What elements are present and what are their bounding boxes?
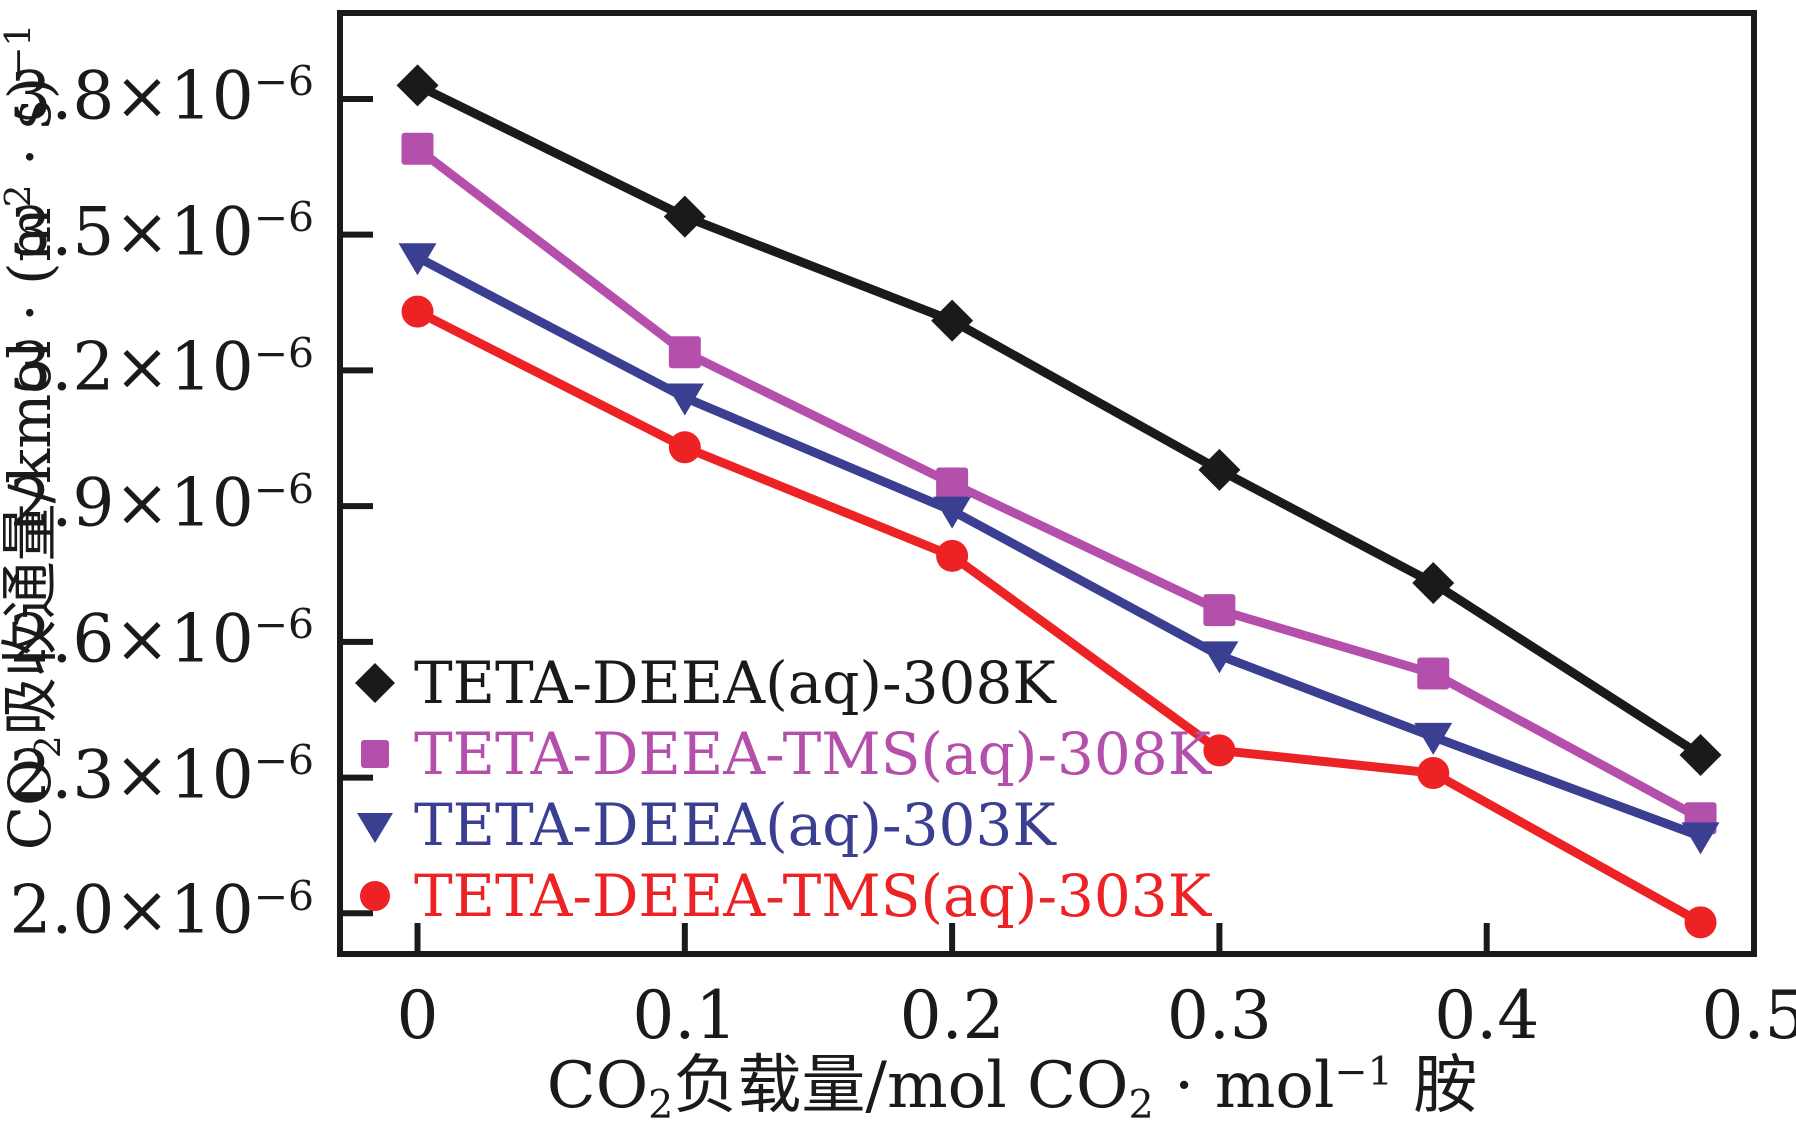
legend-label: TETA-DEEA-TMS(aq)-308K	[414, 720, 1212, 788]
label-text: 3.2×10	[9, 328, 254, 406]
subscript-text: 2	[1128, 1082, 1154, 1121]
data-point-marker-triangle-down	[1681, 822, 1720, 855]
superscript-text: −6	[253, 600, 314, 649]
label-text: 2.9×10	[9, 464, 254, 542]
label-text: 负载量/mol CO	[673, 1049, 1129, 1121]
data-point-marker-circle	[936, 539, 969, 572]
data-point-marker-diamond	[663, 195, 706, 238]
data-point-marker-triangle-down	[1200, 641, 1239, 674]
y-axis-label: CO2吸收通量/kmol · (m2 · s)−1	[0, 24, 69, 850]
superscript-text: −6	[253, 329, 314, 378]
data-point-marker-diamond	[931, 299, 974, 342]
legend-marker-triangle-down-icon	[357, 813, 393, 843]
x-tick-label: 0	[396, 977, 439, 1054]
data-point-marker-triangle-down	[933, 496, 972, 529]
superscript-text: −6	[253, 872, 314, 921]
legend-marker-square-icon	[361, 740, 389, 768]
legend-item: TETA-DEEA(aq)-303K	[352, 796, 1056, 854]
data-point-marker-square	[1203, 594, 1236, 627]
y-tick-label: 2.9×10−6	[9, 469, 314, 536]
label-text: CO	[546, 1049, 649, 1121]
label-text: 2.0×10	[9, 871, 254, 949]
legend-marker-circle-icon	[360, 881, 390, 911]
legend-label: TETA-DEEA(aq)-308K	[414, 649, 1056, 717]
axis-ticks	[343, 95, 1757, 951]
superscript-text: −1	[1334, 1049, 1393, 1096]
y-tick-label: 3.2×10−6	[9, 333, 314, 401]
x-tick-label: 0.4	[1434, 977, 1540, 1054]
legend-item: TETA-DEEA(aq)-308K	[352, 654, 1056, 712]
legend-item: TETA-DEEA-TMS(aq)-303K	[352, 867, 1211, 925]
data-point-marker-circle	[1684, 906, 1717, 939]
series-TETA-DEEA-TMS(aq)-308K	[401, 132, 1717, 835]
legend-item: TETA-DEEA-TMS(aq)-308K	[352, 725, 1211, 783]
data-point-marker-diamond	[1679, 733, 1722, 776]
data-point-marker-square	[1417, 657, 1450, 690]
superscript-text: −6	[253, 193, 314, 242]
label-text: 2.6×10	[9, 600, 254, 678]
label-text: 3.5×10	[9, 193, 254, 271]
y-tick-label: 3.5×10−6	[9, 197, 314, 265]
data-point-marker-diamond	[1412, 562, 1455, 605]
data-point-marker-triangle-down	[665, 383, 704, 416]
superscript-text: −6	[253, 736, 314, 785]
x-tick-label: 0.5	[1701, 977, 1796, 1054]
data-point-marker-circle	[668, 431, 701, 464]
x-tick-label: 0.3	[1166, 977, 1272, 1054]
label-text: 胺	[1392, 1049, 1478, 1121]
series-TETA-DEEA(aq)-303K	[398, 243, 1720, 855]
data-point-marker-diamond	[396, 64, 439, 107]
data-point-marker-diamond	[1198, 448, 1241, 491]
data-point-marker-circle	[1417, 757, 1450, 790]
data-point-marker-square	[401, 132, 434, 165]
legend-label: TETA-DEEA-TMS(aq)-303K	[414, 862, 1212, 930]
series-TETA-DEEA(aq)-308K	[396, 64, 1722, 776]
plot-frame	[337, 10, 1757, 957]
plot-area	[337, 10, 1757, 957]
subscript-text: 2	[648, 1082, 674, 1121]
legend-marker-diamond-icon	[355, 663, 395, 703]
superscript-text: −6	[253, 57, 314, 106]
y-tick-label: 3.8×10−6	[9, 61, 314, 129]
data-point-marker-square	[668, 336, 701, 369]
series-group	[396, 64, 1722, 939]
data-point-marker-triangle-down	[398, 243, 437, 276]
data-point-marker-square	[936, 467, 969, 500]
data-point-marker-circle	[1203, 734, 1236, 767]
y-tick-label: 2.0×10−6	[9, 876, 314, 944]
superscript-text: −6	[253, 464, 314, 513]
y-tick-label: 2.3×10−6	[9, 740, 314, 808]
series-line	[413, 307, 1706, 927]
legend-label: TETA-DEEA(aq)-303K	[414, 791, 1056, 859]
label-text: 3.8×10	[9, 57, 254, 135]
x-axis-label: CO2负载量/mol CO2 · mol−1 胺	[547, 1052, 1478, 1121]
label-text: · mol	[1153, 1049, 1335, 1121]
y-tick-label: 2.6×10−6	[9, 604, 314, 672]
data-point-marker-circle	[401, 295, 434, 328]
legend-marker-shape	[361, 740, 389, 768]
series-TETA-DEEA-TMS(aq)-303K	[401, 295, 1717, 939]
series-line	[413, 252, 1706, 841]
series-line	[413, 144, 1706, 823]
data-point-marker-triangle-down	[1414, 722, 1453, 755]
series-line	[413, 80, 1706, 760]
x-tick-label: 0.2	[899, 977, 1005, 1054]
label-text: 2.3×10	[9, 735, 254, 813]
legend-marker-shape	[360, 881, 390, 911]
x-tick-label: 0.1	[632, 977, 738, 1054]
legend-marker-shape	[357, 813, 393, 843]
legend-marker-shape	[355, 663, 395, 703]
